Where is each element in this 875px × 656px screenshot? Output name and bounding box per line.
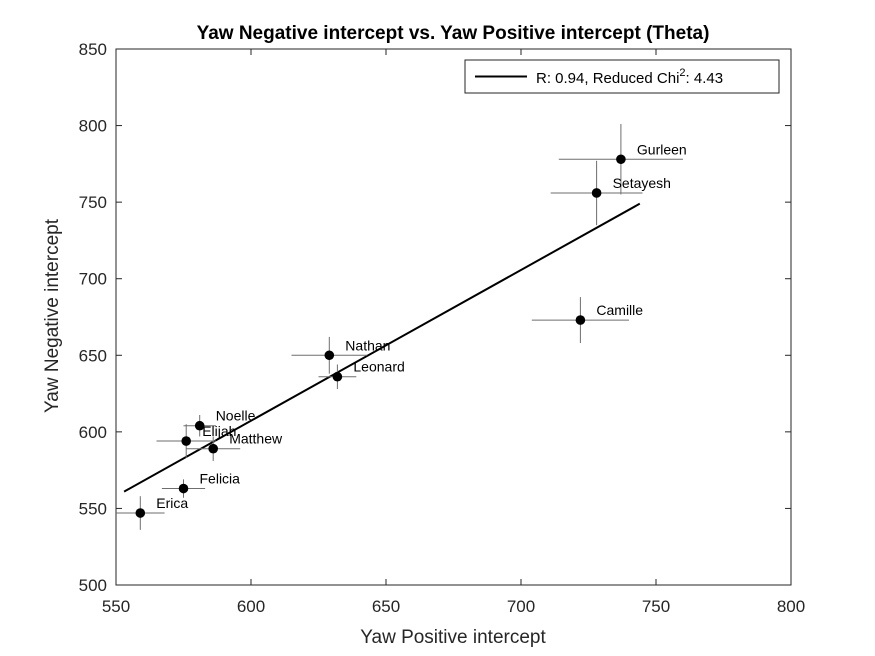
y-tick-label: 650 [79, 346, 107, 365]
data-point-group: Matthew [186, 431, 283, 461]
y-tick-label: 550 [79, 499, 107, 518]
y-tick-label: 600 [79, 423, 107, 442]
data-point-group: Gurleen [558, 124, 687, 195]
data-point [332, 371, 343, 382]
data-point [181, 436, 191, 446]
data-point-group: Nathan [291, 336, 390, 374]
data-point [591, 188, 602, 198]
fit-line [123, 202, 641, 493]
axes: 550 600 650 700 750 800 500 550 600 650 700 750 800 8… [79, 40, 806, 616]
chart-title: Yaw Negative intercept vs. Yaw Positive … [197, 23, 710, 44]
y-tick-label: 750 [79, 193, 107, 212]
data-point [135, 508, 146, 518]
x-tick-label: 600 [237, 597, 265, 616]
data-points: Gurleen Setayesh Camille Nathan Leonard Noell… [116, 124, 687, 530]
y-axis-label: Yaw Negative intercept [42, 218, 63, 413]
data-point-group: Setayesh [550, 160, 671, 226]
point-label: Felicia [200, 471, 241, 487]
data-point [575, 315, 586, 325]
x-tick-label: 800 [777, 597, 805, 616]
data-point [194, 420, 205, 431]
point-label: Noelle [216, 408, 256, 424]
y-tick-label: 700 [79, 270, 107, 289]
data-point-group: Erica [116, 495, 188, 530]
data-point [616, 154, 626, 165]
point-label: Camille [596, 302, 643, 318]
point-label: Nathan [345, 337, 390, 353]
point-label: Leonard [353, 359, 404, 375]
x-tick-label: 750 [642, 597, 670, 616]
point-label: Erica [156, 495, 188, 511]
point-label: Gurleen [637, 141, 687, 157]
data-point-group: Noelle [183, 408, 256, 437]
y-tick-label: 500 [79, 576, 107, 595]
plot-frame [115, 48, 792, 586]
point-label: Matthew [229, 431, 283, 447]
data-point-group: Elijah [156, 423, 236, 458]
data-point [178, 483, 189, 494]
legend-label: R: 0.94, Reduced Chi2: 4.43 [536, 67, 723, 87]
x-tick-label: 550 [102, 597, 130, 616]
data-point [208, 443, 218, 454]
fit-line-group [123, 202, 641, 493]
data-point-group: Leonard [318, 359, 405, 389]
x-tick-label: 700 [507, 597, 535, 616]
data-point [324, 350, 335, 361]
x-axis-label: Yaw Positive intercept [360, 627, 546, 648]
legend: R: 0.94, Reduced Chi2: 4.43 [464, 59, 780, 94]
y-tick-label: 800 [79, 117, 107, 136]
data-point-group: Camille [531, 297, 643, 344]
point-label: Elijah [202, 423, 236, 439]
data-point-group: Felicia [161, 471, 241, 498]
x-tick-label: 650 [372, 597, 400, 616]
point-label: Setayesh [613, 175, 671, 191]
y-tick-label: 850 [79, 40, 107, 59]
